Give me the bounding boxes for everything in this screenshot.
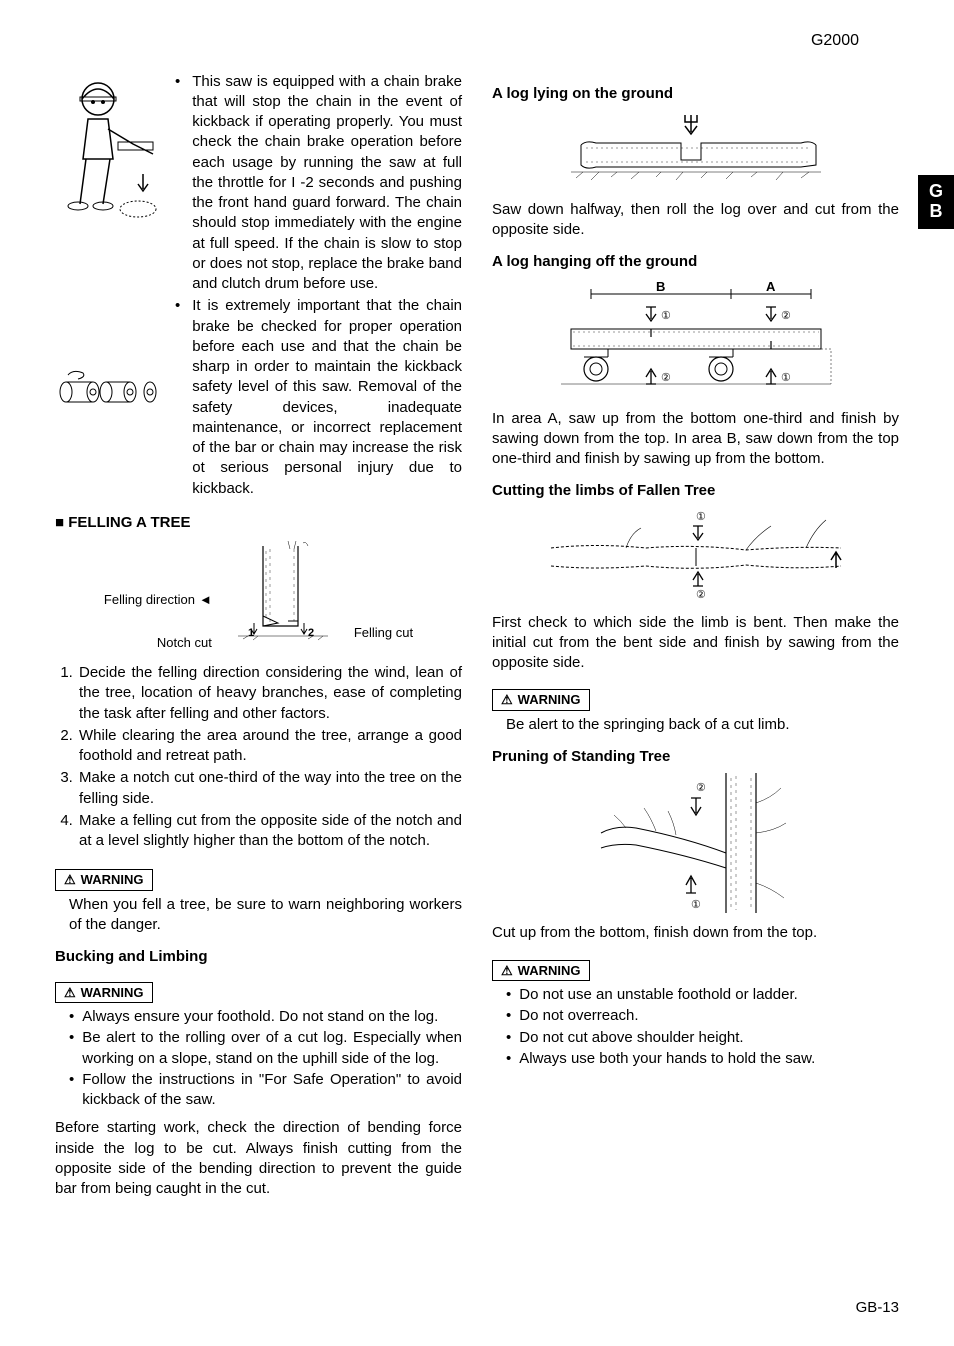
right-column: A log lying on the ground Saw down halfw… bbox=[492, 72, 899, 1208]
warn4-item1: Do not use an unstable foothold or ladde… bbox=[519, 985, 899, 1005]
svg-text:2: 2 bbox=[308, 627, 314, 639]
figure-logs bbox=[55, 362, 160, 412]
log-ground-text: Saw down halfway, then roll the log over… bbox=[492, 200, 899, 241]
warning-label-1: WARNING bbox=[81, 871, 144, 889]
bucking-title: Bucking and Limbing bbox=[55, 947, 462, 967]
svg-text:A: A bbox=[766, 279, 776, 294]
svg-text:②: ② bbox=[661, 372, 671, 384]
label-felling-cut: Felling cut bbox=[354, 625, 413, 640]
step-4: Make a felling cut from the opposite sid… bbox=[77, 811, 462, 852]
warning-box-3: ⚠ WARNING bbox=[492, 689, 590, 711]
pruning-text: Cut up from the bottom, finish down from… bbox=[492, 923, 899, 943]
figure-log-ground bbox=[492, 110, 899, 190]
limbs-title: Cutting the limbs of Fallen Tree bbox=[492, 481, 899, 501]
svg-text:①: ① bbox=[661, 310, 671, 322]
side-tab-line1: G bbox=[918, 182, 954, 202]
figure-operator bbox=[55, 72, 160, 227]
warning-label-2: WARNING bbox=[81, 984, 144, 1002]
step-2: While clearing the area around the tree,… bbox=[77, 726, 462, 767]
side-tab-line2: B bbox=[918, 202, 954, 222]
side-tab: G B bbox=[918, 175, 954, 229]
svg-text:②: ② bbox=[781, 310, 791, 322]
page-footer: GB-13 bbox=[856, 1298, 899, 1318]
warning-icon: ⚠ bbox=[501, 962, 513, 980]
figure-felling: Felling direction◄ Notch cut 1 2 Felling… bbox=[55, 541, 462, 651]
svg-text:①: ① bbox=[691, 899, 701, 911]
step-3: Make a notch cut one-third of the way in… bbox=[77, 768, 462, 809]
warning-icon: ⚠ bbox=[64, 871, 76, 889]
felling-tree-title: FELLING A TREE bbox=[55, 513, 462, 533]
pruning-title: Pruning of Standing Tree bbox=[492, 747, 899, 767]
svg-text:B: B bbox=[656, 279, 665, 294]
step-1: Decide the felling direction considering… bbox=[77, 663, 462, 724]
bullet-chain-brake: This saw is equipped with a chain brake … bbox=[192, 72, 462, 295]
warn2-item1: Always ensure your foothold. Do not stan… bbox=[82, 1007, 462, 1027]
svg-text:②: ② bbox=[696, 782, 706, 794]
label-notch-cut: Notch cut bbox=[157, 635, 212, 650]
svg-text:①: ① bbox=[696, 511, 706, 523]
log-hang-title: A log hanging off the ground bbox=[492, 252, 899, 272]
warning-list-2: Always ensure your foothold. Do not stan… bbox=[55, 1007, 462, 1110]
figure-log-hang: B A ① ② ② ① bbox=[492, 279, 899, 399]
warn2-item2: Be alert to the rolling over of a cut lo… bbox=[82, 1028, 462, 1069]
warning-icon: ⚠ bbox=[64, 984, 76, 1002]
warning-list-4: Do not use an unstable foothold or ladde… bbox=[492, 985, 899, 1069]
warn2-item3: Follow the instructions in "For Safe Ope… bbox=[82, 1070, 462, 1111]
warning-label-3: WARNING bbox=[518, 691, 581, 709]
bullet-brake-check: It is extremely important that the chain… bbox=[192, 296, 462, 499]
figure-pruning: ② ① bbox=[492, 773, 899, 913]
label-felling-direction: Felling direction bbox=[104, 591, 195, 609]
warning-icon: ⚠ bbox=[501, 691, 513, 709]
warn4-item2: Do not overreach. bbox=[519, 1006, 899, 1026]
limbs-text: First check to which side the limb is be… bbox=[492, 613, 899, 674]
header-model: G2000 bbox=[55, 30, 899, 52]
svg-text:②: ② bbox=[696, 589, 706, 601]
warning-text-1: When you fell a tree, be sure to warn ne… bbox=[55, 895, 462, 936]
warn4-item3: Do not cut above shoulder height. bbox=[519, 1028, 899, 1048]
warning-box-1: ⚠ WARNING bbox=[55, 869, 153, 891]
warning-label-4: WARNING bbox=[518, 962, 581, 980]
left-column: This saw is equipped with a chain brake … bbox=[55, 72, 462, 1208]
chain-brake-bullets: This saw is equipped with a chain brake … bbox=[175, 72, 462, 499]
warning-box-4: ⚠ WARNING bbox=[492, 960, 590, 982]
felling-steps: Decide the felling direction considering… bbox=[55, 663, 462, 851]
log-hang-text: In area A, saw up from the bottom one-th… bbox=[492, 409, 899, 470]
warning-box-2: ⚠ WARNING bbox=[55, 982, 153, 1004]
warning-text-3: Be alert to the springing back of a cut … bbox=[492, 715, 899, 735]
log-ground-title: A log lying on the ground bbox=[492, 84, 899, 104]
svg-text:①: ① bbox=[781, 372, 791, 384]
before-work-para: Before starting work, check the directio… bbox=[55, 1118, 462, 1199]
figure-limbs: ① ② bbox=[492, 508, 899, 603]
warn4-item4: Always use both your hands to hold the s… bbox=[519, 1049, 899, 1069]
